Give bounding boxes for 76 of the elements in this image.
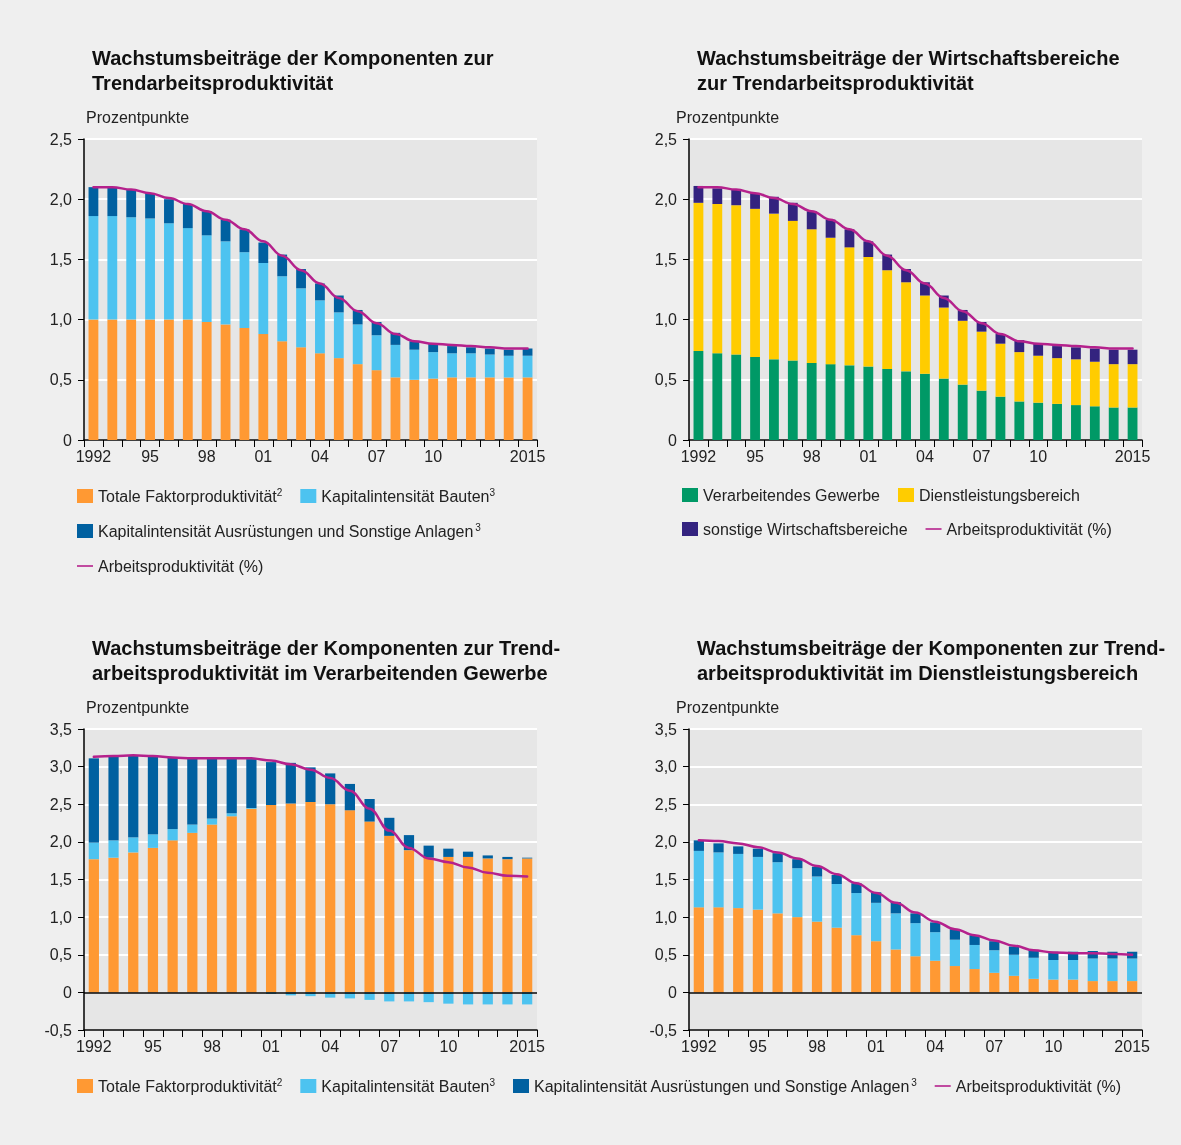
y-tick-label: 3,5 [654, 720, 678, 738]
y-tick-label: 1,5 [49, 871, 73, 888]
y-tick-label: 1,0 [654, 908, 678, 926]
x-tick-label: 1992 [680, 447, 717, 465]
x-tick-label: 10 [424, 447, 443, 465]
y-axis-title: Prozentpunkte [86, 698, 190, 716]
legend-label: Arbeitsproduktivität (%) [946, 520, 1112, 538]
x-tick-label: 95 [141, 447, 160, 465]
y-tick-label: 3,5 [49, 720, 73, 738]
y-tick-label: 0 [668, 983, 678, 1001]
y-tick-label: 1,5 [654, 250, 678, 268]
x-tick-label: 07 [972, 447, 991, 465]
y-tick-label: 2,0 [49, 190, 73, 208]
x-tick-label: 07 [985, 1037, 1004, 1055]
x-tick-label: 01 [262, 1037, 281, 1055]
x-tick-label: 98 [802, 447, 821, 465]
x-tick-label: 10 [1044, 1037, 1063, 1055]
x-tick-label: 10 [439, 1037, 458, 1055]
x-tick-label: 1992 [681, 1037, 717, 1055]
x-tick-label: 1992 [75, 447, 112, 465]
y-tick-label: 3,0 [654, 758, 678, 776]
legend-label: Arbeitsproduktivität (%) [98, 557, 264, 575]
x-tick-label: 10 [1029, 447, 1048, 465]
legend-label: Verarbeitendes Gewerbe [703, 486, 881, 504]
x-tick-label: 2015 [509, 447, 546, 465]
x-tick-label: 2015 [1114, 447, 1151, 465]
legend-label: sonstige Wirtschaftsbereiche [703, 520, 908, 538]
y-tick-label: 0,5 [49, 946, 73, 964]
x-tick-label: 04 [311, 447, 329, 465]
legend-label: Dienstleistungsbereich [919, 486, 1080, 504]
y-tick-label: 0 [63, 983, 73, 1001]
y-tick-label: -0,5 [649, 1021, 678, 1039]
x-tick-label: 07 [367, 447, 386, 465]
x-tick-label: 04 [321, 1037, 340, 1055]
x-tick-label: 01 [859, 447, 878, 465]
y-axis-title: Prozentpunkte [676, 698, 780, 716]
y-tick-label: 0,5 [654, 371, 678, 389]
chart-title: Wachstumsbeiträge der Komponenten zur Trend-arbeitsproduktivität im Verarbeitenden Gewerbe [92, 636, 561, 684]
y-tick-label: 3,0 [49, 758, 73, 776]
x-tick-label: 98 [808, 1037, 827, 1055]
y-axis-title: Prozentpunkte [86, 108, 190, 126]
x-tick-label: 95 [749, 1037, 767, 1055]
x-tick-label: 1992 [76, 1037, 112, 1055]
x-tick-label: 2015 [1114, 1037, 1151, 1055]
x-tick-label: 95 [144, 1037, 162, 1055]
y-tick-label: 2,0 [654, 833, 678, 851]
y-tick-label: -0,5 [44, 1021, 73, 1039]
y-tick-label: 0 [63, 431, 73, 449]
x-tick-label: 04 [916, 447, 934, 465]
chart-title: Wachstumsbeiträge der Komponenten zur Trend-arbeitsproduktivität im Dienstleistungsbereich [697, 636, 1166, 684]
x-tick-label: 95 [746, 447, 765, 465]
chart-title: Wachstumsbeiträge der Wirtschaftsbereiche zur Trendarbeitsproduktivität [697, 46, 1120, 94]
chart-title: Wachstumsbeiträge der Komponenten zur Trendarbeitsproduktivität [92, 46, 494, 94]
y-tick-label: 1,0 [654, 311, 678, 329]
x-tick-label: 01 [254, 447, 273, 465]
y-tick-label: 1,5 [654, 871, 678, 888]
legend-label: Arbeitsproduktivität (%) [955, 1077, 1122, 1095]
x-tick-label: 04 [926, 1037, 945, 1055]
y-tick-label: 0,5 [654, 946, 678, 964]
y-tick-label: 2,5 [49, 795, 73, 813]
x-tick-label: 01 [867, 1037, 886, 1055]
y-tick-label: 2,5 [654, 795, 678, 813]
y-tick-label: 2,0 [49, 833, 73, 851]
y-axis-title: Prozentpunkte [676, 108, 780, 126]
x-tick-label: 07 [380, 1037, 399, 1055]
y-tick-label: 2,0 [654, 190, 678, 208]
y-tick-label: 2,5 [654, 130, 678, 148]
y-tick-label: 0 [668, 431, 678, 449]
y-tick-label: 2,5 [49, 130, 73, 148]
y-tick-label: 1,0 [49, 908, 73, 926]
x-tick-label: 2015 [509, 1037, 546, 1055]
x-tick-label: 98 [197, 447, 216, 465]
x-tick-label: 98 [203, 1037, 222, 1055]
y-tick-label: 0,5 [49, 371, 73, 389]
y-tick-label: 1,0 [49, 311, 73, 329]
y-tick-label: 1,5 [49, 250, 73, 268]
